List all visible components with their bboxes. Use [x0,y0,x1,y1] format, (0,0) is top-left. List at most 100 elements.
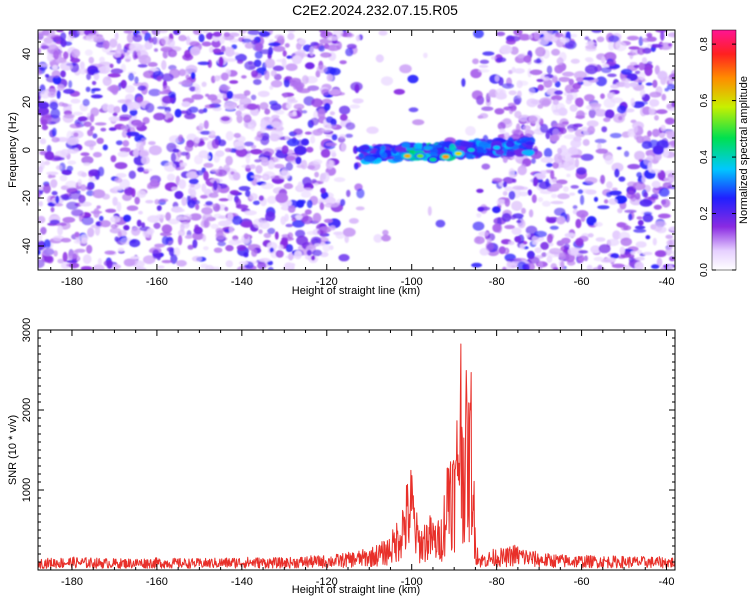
heatmap-cell [551,193,558,199]
heatmap-cell [525,233,531,238]
heatmap-cell [259,257,271,263]
heatmap-cell [537,197,544,203]
heatmap-cell [512,185,525,190]
heatmap-cell [293,103,305,110]
heatmap-cell [408,107,419,113]
heatmap-cell [138,210,143,215]
heatmap-cell [582,76,595,81]
heatmap-cell [190,72,196,80]
heatmap-cell [167,117,174,122]
heatmap-cell [666,239,675,247]
heatmap-cell [324,241,331,245]
heatmap-cell [60,39,67,48]
heatmap-cell [663,76,672,82]
heatmap-cell [412,119,425,126]
heatmap-cell [73,239,84,244]
heatmap-cell [184,112,196,120]
heatmap-cell [136,190,147,199]
heatmap-cell [65,180,77,189]
heatmap-cell [339,105,351,115]
heatmap-cell [79,67,87,75]
heatmap-cell [648,169,661,174]
heatmap-cell [235,198,242,208]
heatmap-cell [287,232,294,239]
heatmap-cell [255,165,263,174]
heatmap-cell [211,39,221,48]
heatmap-cell [81,156,94,165]
heatmap-cell [496,57,507,63]
heatmap-cell [296,199,305,208]
heatmap-cell [664,117,675,125]
heatmap-cell [283,78,290,88]
heatmap-cell [94,226,101,236]
heatmap-cell [656,257,663,267]
heatmap-cell [169,248,175,257]
heatmap-cell [228,225,234,234]
heatmap-cell [563,186,569,193]
heatmap-cell [220,45,226,53]
heatmap-cell [210,223,219,230]
heatmap-cell [267,260,273,266]
heatmap-cell [561,237,571,244]
heatmap-cell [355,206,365,211]
heatmap-cell [592,267,606,270]
heatmap-cell [119,114,132,120]
heatmap-cell [196,170,204,176]
heatmap-cell [273,163,285,169]
heatmap-cell [566,260,576,266]
heatmap-cell [126,33,134,43]
heatmap-cell [121,103,128,113]
heatmap-cell [257,261,267,270]
heatmap-cell [272,65,285,72]
heatmap-cell [57,225,63,236]
heatmap-cell [545,130,551,140]
heatmap-cell [203,155,211,160]
heatmap-cell [225,260,233,268]
heatmap-cell [53,157,65,161]
heatmap-cell [517,165,527,176]
heatmap-cell [593,222,603,227]
heatmap-cell [510,46,519,55]
heatmap-cell [260,159,270,167]
heatmap-cell [610,97,624,104]
heatmap-cell [72,111,83,116]
heatmap-cell [70,98,81,104]
heatmap-cell [294,145,307,156]
heatmap-cell [154,243,166,248]
heatmap-cell [644,65,653,77]
heatmap-cell [496,199,506,206]
heatmap-cell [586,264,593,270]
heatmap-cell [634,225,646,230]
heatmap-cell [226,90,234,99]
heatmap-cell [130,42,143,52]
x-tick-label: -60 [574,576,590,588]
heatmap-cell [494,75,500,82]
heatmap-cell [161,60,167,70]
heatmap-cell [252,218,264,229]
heatmap-cell [275,192,289,204]
heatmap-cell [203,120,209,130]
heatmap-cell [286,99,292,110]
heatmap-cell [41,246,55,257]
heatmap-cell [123,30,134,34]
heatmap-cell [136,219,142,227]
heatmap-cell [215,150,225,158]
heatmap-cell [83,121,92,127]
heatmap-cell [399,64,412,74]
heatmap-cell [183,213,192,220]
heatmap-cell [298,38,306,45]
heatmap-cell [575,77,584,82]
heatmap-cell [344,234,350,244]
heatmap-cell [610,253,619,259]
heatmap-cell [574,158,580,168]
heatmap-cell [250,94,257,101]
heatmap-cell [234,93,248,100]
heatmap-cell [212,48,222,54]
heatmap-cell [345,133,353,138]
heatmap-cell [352,98,364,104]
heatmap-cell [130,256,140,260]
heatmap-cell [255,42,263,52]
heatmap-cell [104,250,116,255]
heatmap-cell [88,169,100,177]
heatmap-cell [329,225,336,231]
